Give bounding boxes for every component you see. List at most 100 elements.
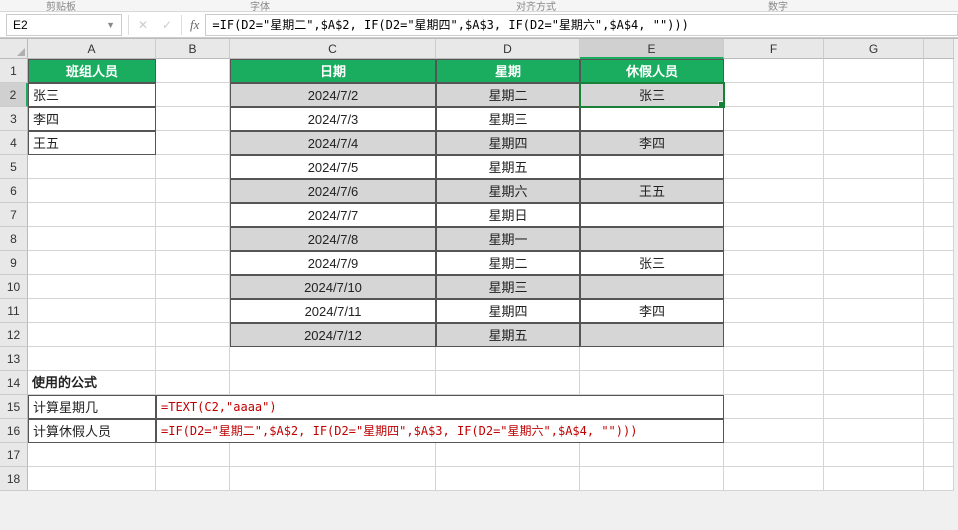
row-head[interactable]: 2 bbox=[0, 83, 28, 107]
cell[interactable] bbox=[580, 467, 724, 491]
row-head[interactable]: 6 bbox=[0, 179, 28, 203]
cell[interactable] bbox=[724, 155, 824, 179]
cell[interactable] bbox=[580, 443, 724, 467]
cell[interactable] bbox=[580, 347, 724, 371]
cell[interactable] bbox=[924, 59, 954, 83]
cell[interactable]: 星期五 bbox=[436, 323, 580, 347]
cell[interactable]: 王五 bbox=[580, 179, 724, 203]
cell[interactable] bbox=[824, 347, 924, 371]
cell[interactable] bbox=[924, 371, 954, 395]
cell[interactable] bbox=[28, 155, 156, 179]
select-all-corner[interactable] bbox=[0, 39, 28, 59]
name-box[interactable]: E2 ▼ bbox=[6, 14, 122, 36]
cell[interactable] bbox=[156, 227, 230, 251]
cell[interactable] bbox=[156, 131, 230, 155]
cell[interactable] bbox=[724, 371, 824, 395]
cell[interactable] bbox=[824, 443, 924, 467]
cell[interactable] bbox=[824, 59, 924, 83]
cell[interactable]: 星期一 bbox=[436, 227, 580, 251]
cell[interactable] bbox=[28, 275, 156, 299]
cell[interactable]: 2024/7/10 bbox=[230, 275, 436, 299]
cell[interactable] bbox=[156, 251, 230, 275]
col-head-E[interactable]: E bbox=[580, 39, 724, 59]
cell[interactable]: 星期五 bbox=[436, 155, 580, 179]
cell[interactable] bbox=[436, 395, 580, 419]
cell[interactable] bbox=[824, 323, 924, 347]
cell[interactable] bbox=[156, 59, 230, 83]
fx-icon[interactable]: fx bbox=[184, 17, 205, 33]
cell[interactable] bbox=[724, 443, 824, 467]
cell[interactable] bbox=[580, 395, 724, 419]
cell[interactable]: 星期四 bbox=[436, 131, 580, 155]
cell[interactable] bbox=[824, 179, 924, 203]
row-head[interactable]: 3 bbox=[0, 107, 28, 131]
cell[interactable] bbox=[924, 323, 954, 347]
cell[interactable] bbox=[924, 155, 954, 179]
col-head-F[interactable]: F bbox=[724, 39, 824, 59]
col-head-rest[interactable] bbox=[924, 39, 954, 59]
cell[interactable] bbox=[824, 395, 924, 419]
cell[interactable] bbox=[824, 251, 924, 275]
cell[interactable]: 日期 bbox=[230, 59, 436, 83]
cell[interactable] bbox=[156, 83, 230, 107]
cell[interactable] bbox=[824, 299, 924, 323]
cell[interactable]: 2024/7/12 bbox=[230, 323, 436, 347]
cell[interactable]: =TEXT(C2,"aaaa") bbox=[156, 395, 230, 419]
cell[interactable]: 李四 bbox=[580, 299, 724, 323]
cell[interactable] bbox=[824, 155, 924, 179]
row-head[interactable]: 12 bbox=[0, 323, 28, 347]
cell[interactable]: 张三 bbox=[580, 83, 724, 107]
cell[interactable]: 2024/7/4 bbox=[230, 131, 436, 155]
cell[interactable]: 2024/7/11 bbox=[230, 299, 436, 323]
cell[interactable] bbox=[724, 179, 824, 203]
col-head-B[interactable]: B bbox=[156, 39, 230, 59]
cell[interactable]: 2024/7/6 bbox=[230, 179, 436, 203]
cell[interactable] bbox=[724, 275, 824, 299]
cell[interactable] bbox=[924, 467, 954, 491]
cell[interactable] bbox=[724, 467, 824, 491]
formula-input[interactable]: =IF(D2="星期二",$A$2, IF(D2="星期四",$A$3, IF(… bbox=[205, 14, 958, 36]
cell[interactable] bbox=[436, 443, 580, 467]
cell[interactable]: 李四 bbox=[28, 107, 156, 131]
cell[interactable] bbox=[156, 179, 230, 203]
col-head-A[interactable]: A bbox=[28, 39, 156, 59]
cell[interactable] bbox=[28, 443, 156, 467]
row-head[interactable]: 4 bbox=[0, 131, 28, 155]
cell[interactable] bbox=[924, 107, 954, 131]
cell[interactable]: 计算休假人员 bbox=[28, 419, 156, 443]
cell[interactable] bbox=[824, 227, 924, 251]
row-head[interactable]: 17 bbox=[0, 443, 28, 467]
row-head[interactable]: 10 bbox=[0, 275, 28, 299]
cell[interactable] bbox=[724, 83, 824, 107]
name-box-dropdown-icon[interactable]: ▼ bbox=[106, 20, 115, 30]
cell[interactable] bbox=[580, 323, 724, 347]
cell[interactable] bbox=[156, 467, 230, 491]
cell[interactable] bbox=[28, 323, 156, 347]
cell[interactable] bbox=[724, 131, 824, 155]
cell[interactable] bbox=[156, 443, 230, 467]
row-head[interactable]: 7 bbox=[0, 203, 28, 227]
row-head[interactable]: 16 bbox=[0, 419, 28, 443]
cell[interactable]: =IF(D2="星期二",$A$2, IF(D2="星期四",$A$3, IF(… bbox=[156, 419, 230, 443]
cell[interactable]: 李四 bbox=[580, 131, 724, 155]
cell[interactable]: 星期 bbox=[436, 59, 580, 83]
cell[interactable] bbox=[156, 371, 230, 395]
row-head[interactable]: 13 bbox=[0, 347, 28, 371]
cell[interactable] bbox=[924, 443, 954, 467]
confirm-icon[interactable]: ✓ bbox=[155, 18, 179, 32]
cell[interactable] bbox=[580, 155, 724, 179]
cell[interactable] bbox=[724, 59, 824, 83]
cell[interactable] bbox=[724, 419, 824, 443]
cell[interactable]: 2024/7/2 bbox=[230, 83, 436, 107]
cell[interactable] bbox=[724, 299, 824, 323]
cell[interactable]: 星期日 bbox=[436, 203, 580, 227]
row-head[interactable]: 9 bbox=[0, 251, 28, 275]
cell[interactable]: 2024/7/9 bbox=[230, 251, 436, 275]
cell[interactable]: 计算星期几 bbox=[28, 395, 156, 419]
cell[interactable] bbox=[924, 179, 954, 203]
cell[interactable] bbox=[230, 467, 436, 491]
row-head[interactable]: 5 bbox=[0, 155, 28, 179]
row-head[interactable]: 14 bbox=[0, 371, 28, 395]
cell[interactable] bbox=[156, 323, 230, 347]
row-head[interactable]: 1 bbox=[0, 59, 28, 83]
